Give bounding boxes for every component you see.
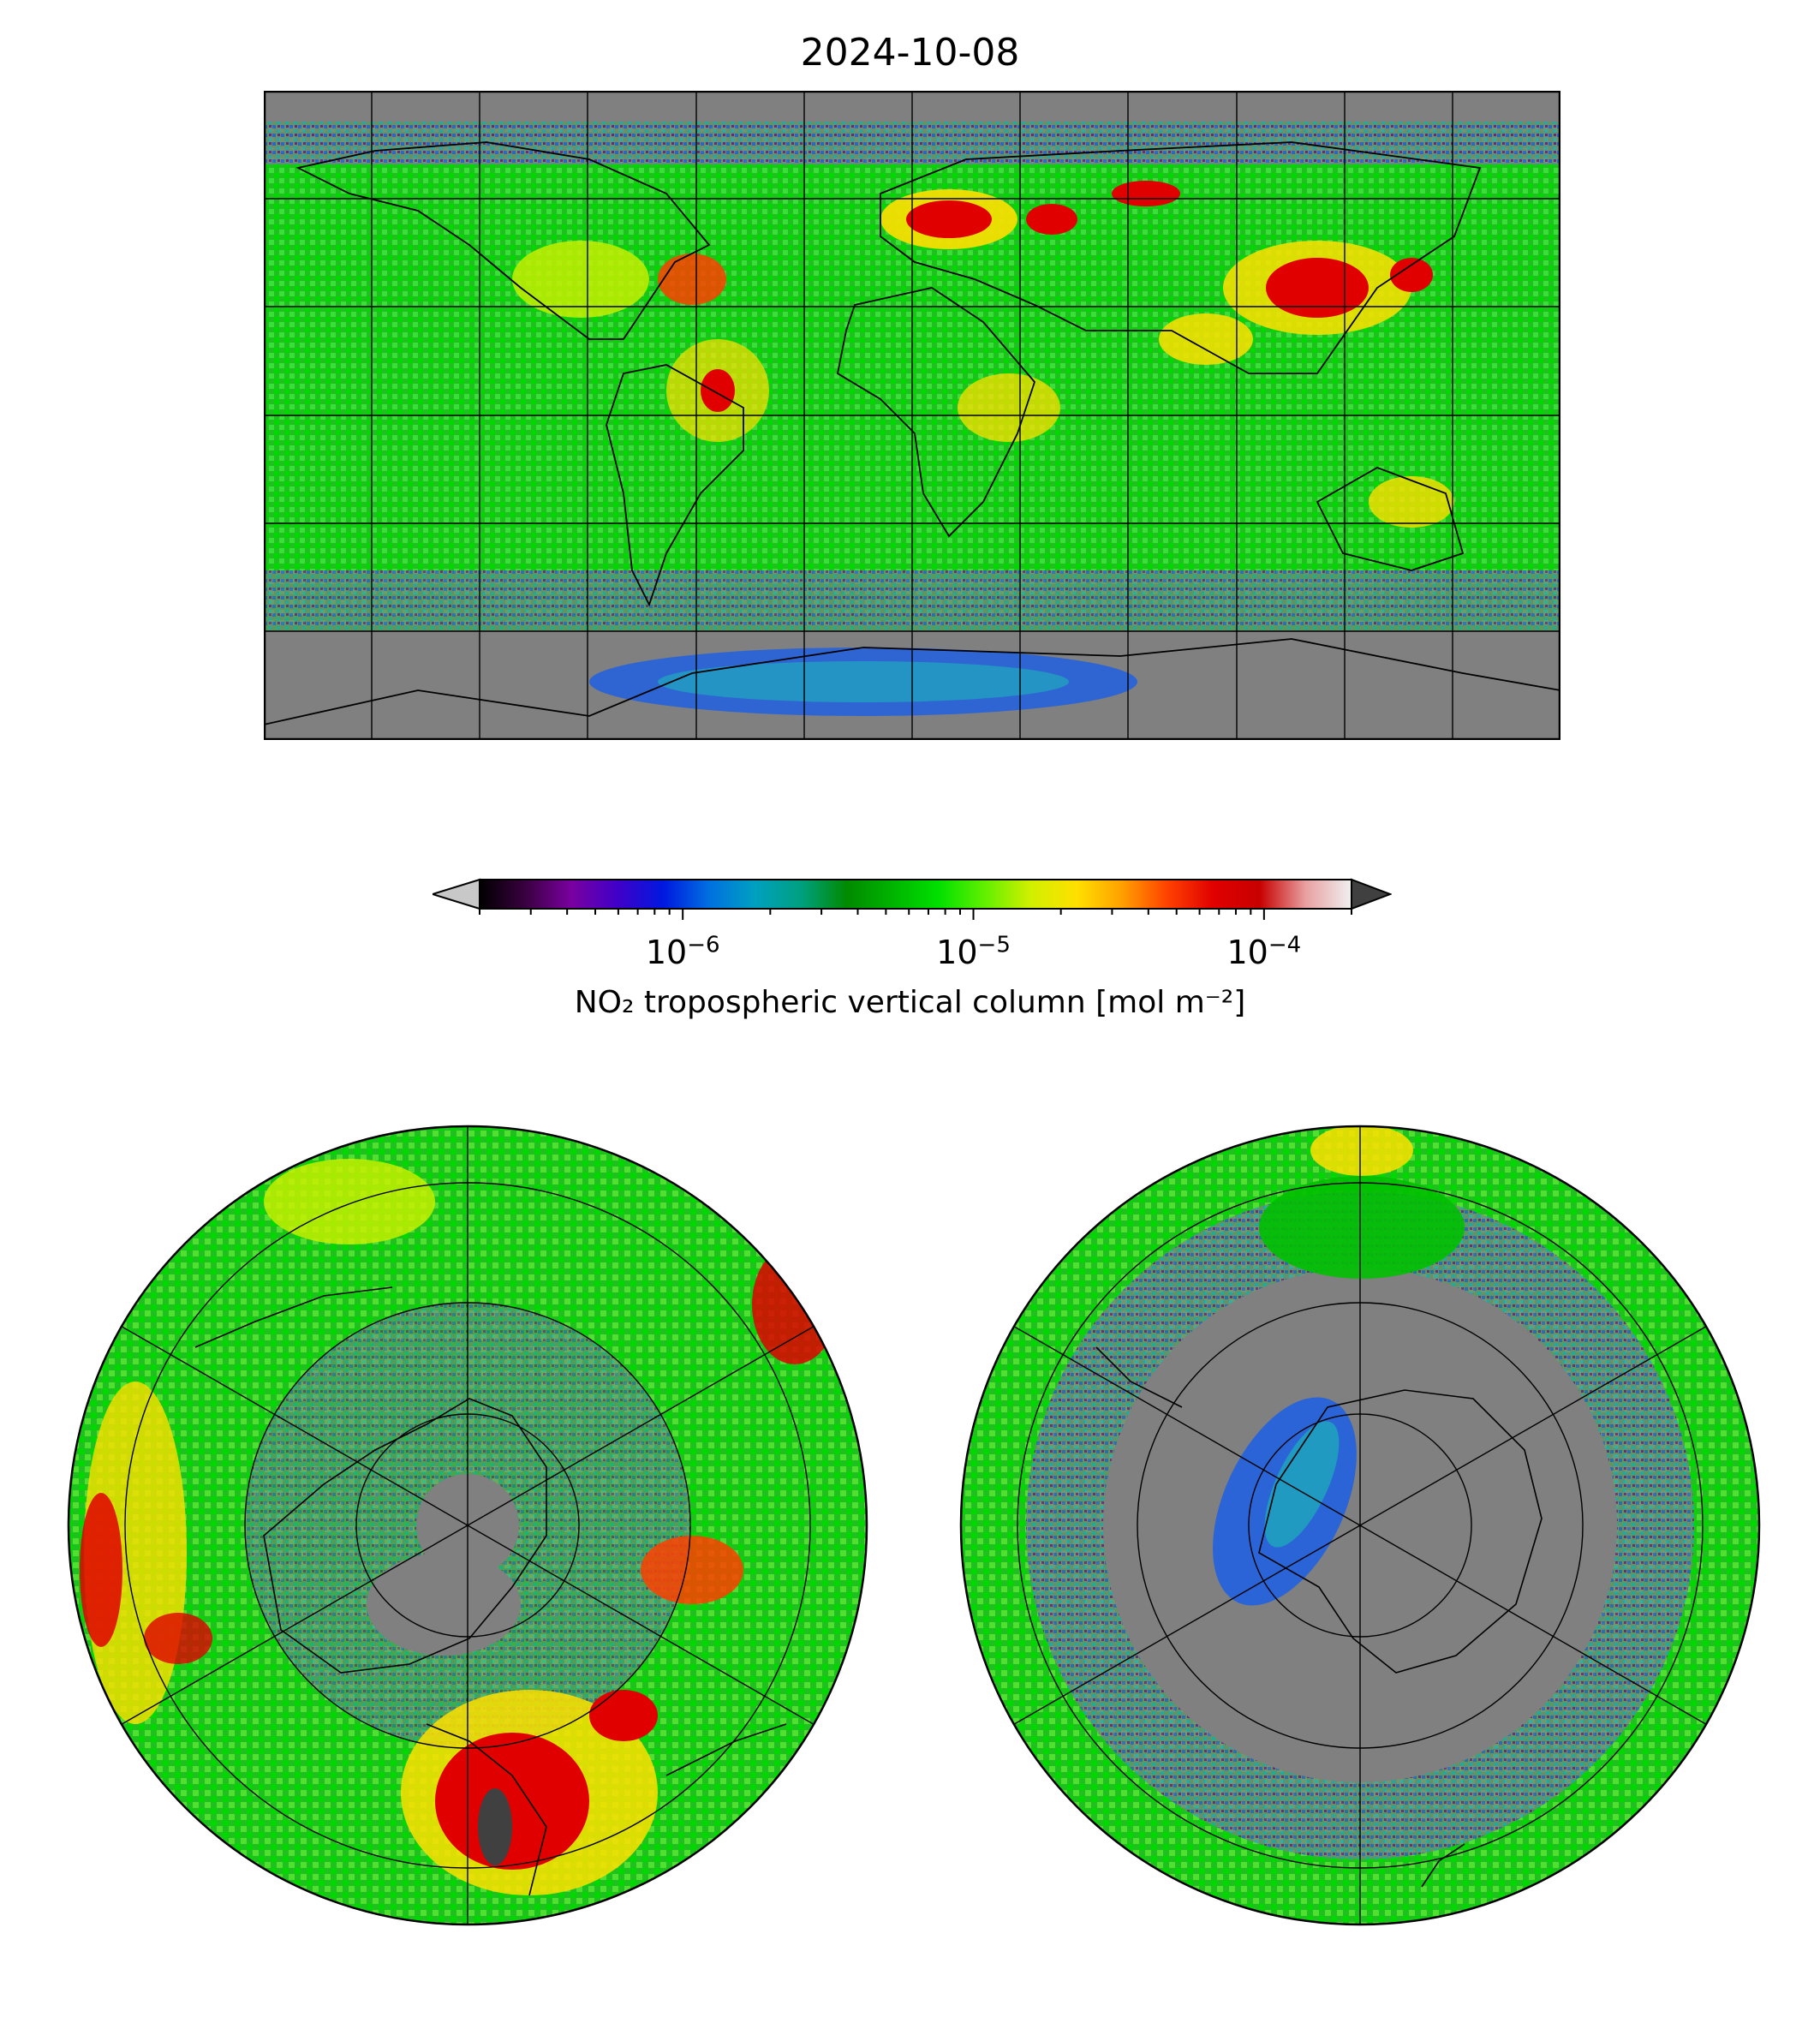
australia-coast xyxy=(1316,467,1465,571)
global-map xyxy=(264,91,1560,740)
colorbar-over-extension xyxy=(1351,878,1392,910)
africa-coast xyxy=(836,287,1036,538)
tick-exponent: −6 xyxy=(687,932,720,958)
eurasia-coast xyxy=(880,141,1482,374)
south-polar-map xyxy=(959,1125,1761,1926)
colorbar xyxy=(433,878,1392,920)
colorbar-tick-label: 10−5 xyxy=(936,934,1011,971)
colorbar-tick-label: 10−4 xyxy=(1227,934,1302,971)
antarctica-coast xyxy=(264,638,1560,725)
north-america-coast xyxy=(295,141,711,340)
tick-base: 10 xyxy=(936,934,978,971)
colorbar-gradient xyxy=(480,880,1352,909)
tick-exponent: −4 xyxy=(1268,932,1302,958)
antarctica-coastline xyxy=(1258,1389,1543,1674)
figure-title: 2024-10-08 xyxy=(800,31,1020,75)
south-america-coast xyxy=(606,364,744,607)
tick-exponent: −5 xyxy=(977,932,1011,958)
tick-base: 10 xyxy=(645,934,688,971)
colorbar-tick-label: 10−6 xyxy=(646,934,720,971)
tick-base: 10 xyxy=(1226,934,1268,971)
north-polar-map xyxy=(67,1125,868,1926)
north-polar-coastline xyxy=(263,1398,547,1674)
colorbar-label: NO₂ tropospheric vertical column [mol m⁻… xyxy=(574,985,1246,1020)
colorbar-under-extension xyxy=(433,878,480,910)
